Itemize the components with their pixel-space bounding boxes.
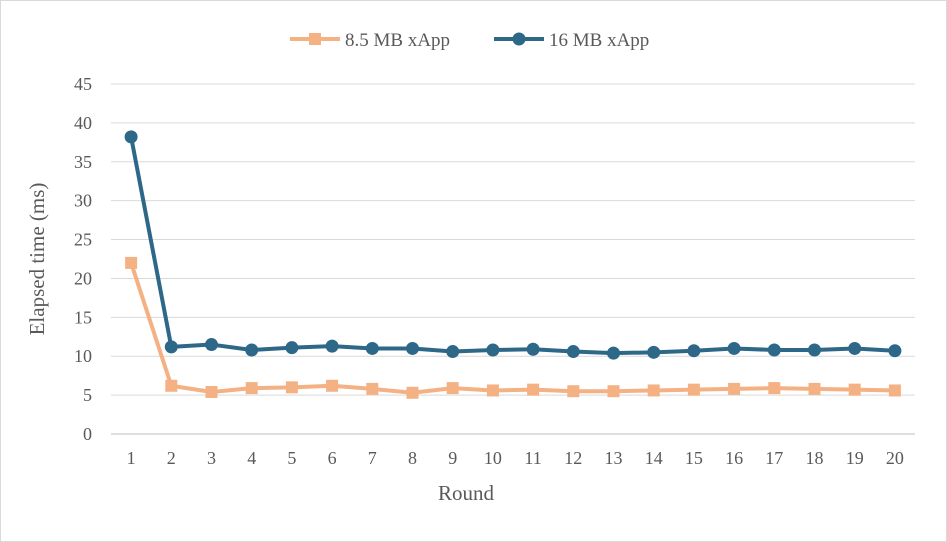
data-point [526,342,540,356]
x-tick-label: 11 [524,448,541,468]
data-point [205,386,218,398]
data-point [566,345,580,359]
y-tick-label: 20 [74,268,92,288]
data-point [326,379,339,392]
x-tick-label: 6 [328,448,337,468]
x-tick-label: 5 [287,448,296,468]
x-tick-label: 15 [685,448,703,468]
data-point [527,383,540,396]
data-point [848,383,861,396]
y-tick-label: 35 [74,152,92,172]
data-point [205,338,218,352]
x-tick-label: 2 [167,448,176,468]
data-point [848,341,862,355]
y-axis-title: Elapsed time (ms) [25,183,49,336]
x-tick-label: 9 [448,448,457,468]
x-tick-label: 19 [846,448,864,468]
x-axis-title: Round [438,481,495,505]
legend-label: 8.5 MB xApp [345,30,450,51]
legend-item: 16 MB xApp [494,30,649,51]
x-tick-label: 16 [725,448,743,468]
x-tick-label: 17 [765,448,783,468]
y-tick-label: 25 [74,230,92,250]
series-2 [124,130,902,360]
legend-label: 16 MB xApp [549,30,649,51]
x-axis-ticks: 1 2 3 4 5 6 7 8 9 10 11 12 13 14 15 16 17 18 19 20 [127,448,904,468]
data-point [406,341,419,355]
data-point [366,382,379,395]
x-tick-label: 20 [886,448,904,468]
legend-item: 8.5 MB xApp [290,30,450,51]
data-point [125,256,138,269]
data-point [768,382,781,395]
data-point [486,343,500,357]
y-tick-label: 0 [83,424,92,444]
y-tick-label: 45 [74,74,92,94]
y-tick-label: 40 [74,113,92,133]
data-point [728,382,741,395]
data-point [406,386,419,399]
x-tick-label: 1 [127,448,136,468]
x-tick-label: 12 [564,448,582,468]
x-tick-label: 10 [484,448,502,468]
x-tick-label: 8 [408,448,417,468]
data-point [607,346,620,360]
y-tick-label: 10 [74,346,92,366]
data-point [767,343,781,357]
data-point [446,382,459,395]
data-point [687,383,700,396]
data-point [647,345,661,359]
data-point [325,339,339,353]
series-group [124,130,902,399]
y-axis-ticks: 0 5 10 15 20 25 30 35 40 45 [74,74,92,444]
data-point [245,343,259,357]
y-tick-label: 15 [74,307,92,327]
x-tick-label: 4 [247,448,256,468]
gridlines [111,83,915,435]
data-point [808,382,821,395]
data-point [567,385,580,398]
y-tick-label: 5 [83,385,92,405]
series-line [129,136,896,356]
data-point [647,384,660,397]
x-tick-label: 13 [605,448,623,468]
data-point [888,384,901,397]
data-point [687,344,701,358]
data-point [365,341,379,355]
data-point [285,381,298,394]
series-1 [125,256,901,399]
legend-marker [512,32,526,46]
data-point [486,384,499,397]
data-point [446,345,460,359]
data-point [165,379,178,392]
x-tick-label: 7 [368,448,377,468]
data-point [607,385,620,398]
data-point [124,130,138,144]
series-line [129,262,895,395]
y-tick-label: 30 [74,191,92,211]
data-point [727,341,741,355]
x-tick-label: 3 [207,448,216,468]
data-point [245,382,258,395]
data-point [164,340,178,354]
data-point [285,341,299,355]
data-point [808,343,821,357]
data-point [888,344,902,358]
legend: 8.5 MB xApp 16 MB xApp [290,30,649,51]
x-tick-label: 18 [806,448,824,468]
x-tick-label: 14 [645,448,663,468]
legend-marker [309,33,321,45]
